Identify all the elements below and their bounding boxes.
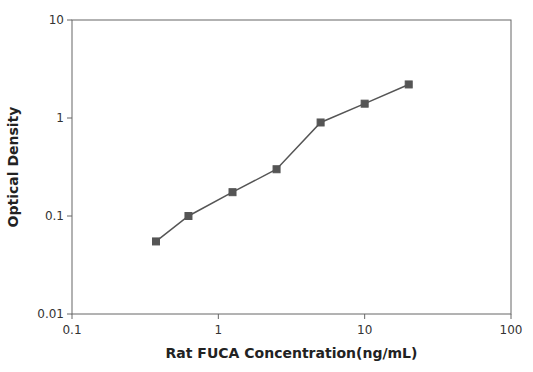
- data-group: [152, 81, 412, 245]
- plot-frame: [72, 20, 511, 314]
- x-tick: [218, 314, 219, 319]
- y-tick-label: 0.01: [37, 307, 64, 321]
- y-tick: [67, 20, 72, 21]
- y-tick-label: 1: [56, 111, 64, 125]
- plot-background: [72, 20, 511, 314]
- x-tick: [511, 314, 512, 319]
- axes: 0.1 1 10 100 0.01 0.1 1 10: [37, 13, 522, 337]
- x-axis-label: Rat FUCA Concentration(ng/mL): [166, 345, 418, 361]
- y-tick: [67, 118, 72, 119]
- chart-svg: 0.1 1 10 100 0.01 0.1 1 10 Rat FUCA Concentratio…: [0, 0, 533, 372]
- chart-container: 0.1 1 10 100 0.01 0.1 1 10 Rat FUCA Concentratio…: [0, 0, 533, 372]
- data-point: [317, 119, 324, 126]
- x-tick-label: 100: [500, 323, 523, 337]
- data-point: [185, 213, 192, 220]
- y-axis-label: Optical Density: [5, 107, 21, 228]
- x-tick: [364, 314, 365, 319]
- x-tick-label: 1: [215, 323, 223, 337]
- y-tick-label: 10: [49, 13, 64, 27]
- data-point: [273, 166, 280, 173]
- x-tick-label: 0.1: [62, 323, 81, 337]
- data-line: [156, 84, 409, 241]
- y-tick-label: 0.1: [45, 209, 64, 223]
- x-tick-label: 10: [357, 323, 372, 337]
- y-tick: [67, 314, 72, 315]
- x-tick: [72, 314, 73, 319]
- data-point: [152, 238, 159, 245]
- y-tick: [67, 216, 72, 217]
- data-point: [229, 189, 236, 196]
- data-point: [405, 81, 412, 88]
- data-point: [361, 100, 368, 107]
